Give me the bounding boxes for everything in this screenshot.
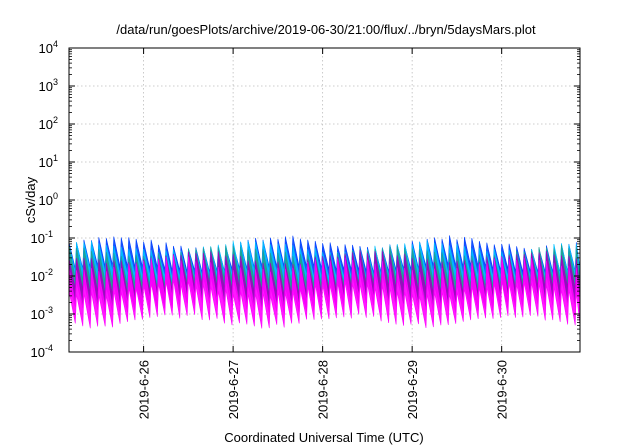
y-axis-label: cSv/day bbox=[23, 176, 38, 223]
y-tick-label: 10-1 bbox=[31, 229, 53, 246]
x-tick-label: 2019-6-30 bbox=[495, 360, 510, 419]
x-axis-label: Coordinated Universal Time (UTC) bbox=[224, 430, 423, 445]
chart-title: /data/run/goesPlots/archive/2019-06-30/2… bbox=[116, 22, 536, 37]
y-tick-label: 103 bbox=[39, 77, 58, 94]
grid bbox=[69, 48, 580, 352]
x-tick-label: 2019-6-26 bbox=[137, 360, 152, 419]
y-tick-label: 104 bbox=[39, 39, 58, 56]
y-tick-label: 100 bbox=[39, 191, 58, 208]
x-axis: 2019-6-26 2019-6-27 2019-6-28 2019-6-29 2019… bbox=[137, 48, 510, 419]
y-tick-label: 102 bbox=[39, 115, 58, 132]
y-tick-label: 10-2 bbox=[31, 267, 53, 284]
x-tick-label: 2019-6-29 bbox=[405, 360, 420, 419]
x-tick-label: 2019-6-27 bbox=[226, 360, 241, 419]
x-tick-label: 2019-6-28 bbox=[316, 360, 331, 419]
y-tick-label: 101 bbox=[39, 153, 58, 170]
y-tick-label: 10-4 bbox=[31, 343, 53, 360]
y-tick-label: 10-3 bbox=[31, 305, 53, 322]
y-axis: 10-4 10-3 10-2 10-1 100 101 102 103 104 bbox=[31, 39, 580, 360]
series-group bbox=[68, 235, 581, 329]
